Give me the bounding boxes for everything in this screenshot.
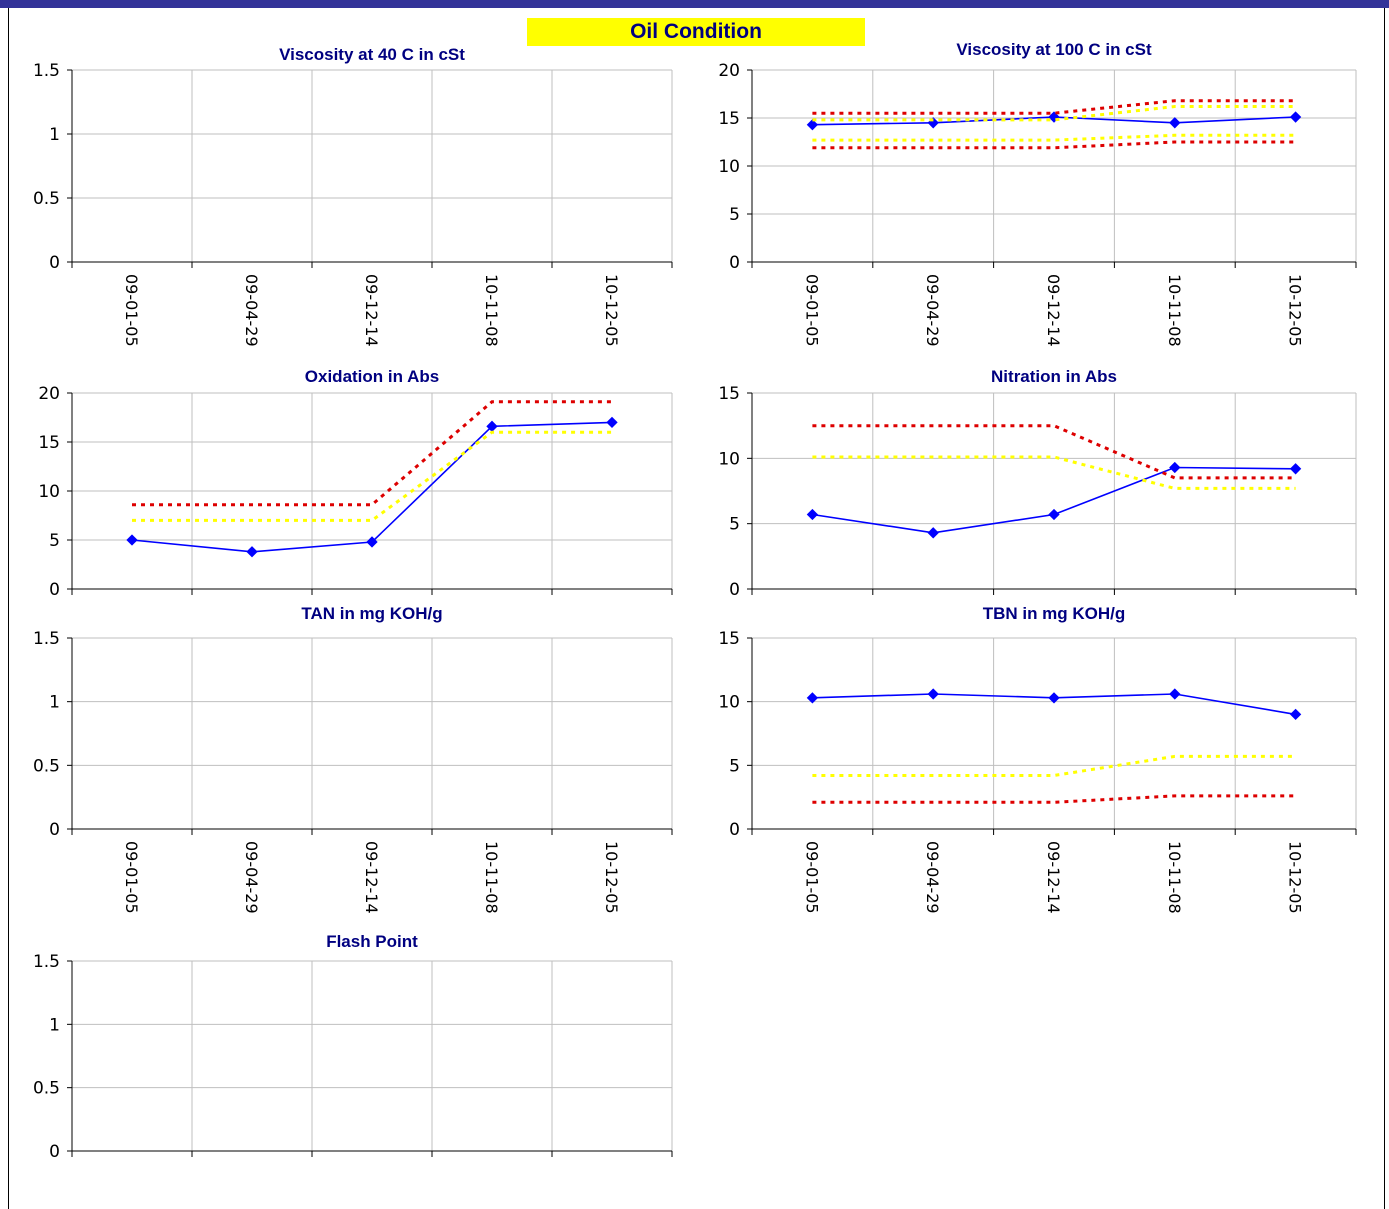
data-point-marker bbox=[1048, 508, 1060, 521]
y-tick-label: 1 bbox=[49, 1015, 60, 1035]
y-tick-label: 0.5 bbox=[33, 756, 60, 776]
series-yellow-limit-line bbox=[812, 455, 1296, 490]
chart-tan: TAN in mg KOH/g 0 0.5 1 1.5 09-01-05 09-04-29 0… bbox=[33, 604, 673, 914]
y-tick-label: 1.5 bbox=[33, 629, 60, 649]
x-tick-label: 10-12-05 bbox=[602, 841, 621, 914]
series-yellow-limit-line bbox=[812, 133, 1296, 142]
x-tick-label: 09-01-05 bbox=[802, 841, 821, 914]
data-point-marker bbox=[246, 546, 258, 558]
y-tick-label: 1.5 bbox=[33, 952, 60, 972]
y-tick-label: 1.5 bbox=[33, 61, 60, 81]
y-tick-label: 5 bbox=[729, 515, 740, 535]
chart-title: Viscosity at 40 C in cSt bbox=[279, 45, 465, 64]
y-tick-label: 15 bbox=[718, 629, 740, 649]
y-tick-label: 15 bbox=[38, 433, 60, 453]
y-tick-label: 5 bbox=[49, 531, 60, 551]
x-tick-label: 09-12-14 bbox=[1044, 841, 1063, 914]
x-tick-label: 09-04-29 bbox=[923, 274, 942, 347]
data-point-marker bbox=[1289, 463, 1302, 475]
x-tick-label: 10-11-08 bbox=[1165, 274, 1184, 347]
data-point-marker bbox=[806, 692, 819, 704]
data-point-marker bbox=[1169, 688, 1181, 700]
chart-title: TBN in mg KOH/g bbox=[983, 604, 1126, 623]
header-bar bbox=[0, 0, 1389, 8]
x-tick-label: 10-12-05 bbox=[1286, 841, 1305, 914]
y-tick-label: 10 bbox=[718, 693, 740, 713]
chart-title: Flash Point bbox=[326, 932, 418, 951]
x-tick-label: 09-12-14 bbox=[362, 274, 381, 347]
chart-title: Nitration in Abs bbox=[991, 367, 1117, 386]
y-tick-label: 0 bbox=[49, 1142, 60, 1162]
series-red-limit-line bbox=[812, 794, 1296, 804]
x-tick-label: 09-01-05 bbox=[802, 274, 821, 347]
data-point-marker bbox=[927, 527, 939, 539]
x-tick-label: 09-12-14 bbox=[362, 841, 381, 914]
data-point-marker bbox=[126, 534, 138, 546]
y-tick-label: 0 bbox=[49, 253, 60, 273]
y-tick-label: 0 bbox=[49, 580, 60, 600]
chart-title: TAN in mg KOH/g bbox=[301, 604, 442, 623]
data-point-marker bbox=[1289, 111, 1302, 123]
series-red-limit-line bbox=[812, 99, 1296, 115]
series-red-limit-line bbox=[812, 424, 1296, 480]
page-frame bbox=[8, 8, 1385, 1209]
y-tick-label: 20 bbox=[38, 384, 60, 404]
data-point-marker bbox=[366, 536, 378, 548]
y-tick-label: 0 bbox=[729, 820, 740, 840]
y-tick-label: 0 bbox=[729, 253, 740, 273]
series-measured-line bbox=[812, 466, 1296, 534]
x-tick-label: 10-11-08 bbox=[482, 274, 501, 347]
data-point-marker bbox=[927, 688, 939, 700]
data-point-marker bbox=[606, 416, 618, 429]
y-tick-label: 0.5 bbox=[33, 189, 60, 209]
data-point-marker bbox=[486, 420, 498, 432]
y-tick-label: 5 bbox=[729, 205, 740, 225]
series-yellow-limit-line bbox=[132, 430, 612, 522]
series-red-limit-line bbox=[812, 140, 1296, 150]
y-tick-label: 1 bbox=[49, 125, 60, 145]
y-tick-label: 0.5 bbox=[33, 1079, 60, 1099]
chart-title: Viscosity at 100 C in cSt bbox=[956, 40, 1152, 59]
chart-visc40: Viscosity at 40 C in cSt 0 0.5 1 1.5 09-01-05… bbox=[33, 45, 673, 347]
series-red-limit-line bbox=[132, 400, 612, 507]
data-point-marker bbox=[1289, 708, 1302, 721]
chart-title: Oxidation in Abs bbox=[305, 367, 439, 386]
x-tick-label: 10-12-05 bbox=[1286, 274, 1305, 347]
y-tick-label: 5 bbox=[729, 756, 740, 776]
y-tick-label: 10 bbox=[38, 482, 60, 502]
chart-visc100: Viscosity at 100 C in cSt 0 5 10 15 20 09-01-0… bbox=[718, 40, 1357, 347]
x-tick-label: 09-12-14 bbox=[1044, 274, 1063, 347]
x-tick-label: 09-01-05 bbox=[122, 274, 141, 347]
y-tick-label: 1 bbox=[49, 693, 60, 713]
data-point-marker bbox=[1048, 692, 1060, 704]
y-tick-label: 0 bbox=[49, 820, 60, 840]
y-tick-label: 15 bbox=[718, 384, 740, 404]
series-yellow-limit-line bbox=[812, 754, 1296, 777]
chart-nitration: Nitration in Abs 0 5 10 15 bbox=[718, 367, 1357, 600]
x-tick-label: 09-04-29 bbox=[242, 841, 261, 914]
x-tick-label: 10-11-08 bbox=[1165, 841, 1184, 914]
x-tick-label: 09-04-29 bbox=[242, 274, 261, 347]
chart-tbn: TBN in mg KOH/g 0 5 10 15 09-01-05 09-04-29 09-… bbox=[718, 604, 1357, 914]
x-tick-label: 09-01-05 bbox=[122, 841, 141, 914]
x-tick-label: 09-04-29 bbox=[923, 841, 942, 914]
data-point-marker bbox=[1169, 461, 1181, 474]
x-tick-label: 10-12-05 bbox=[602, 274, 621, 347]
y-tick-label: 15 bbox=[718, 109, 740, 129]
chart-oxidation: Oxidation in Abs 0 5 10 15 20 bbox=[38, 367, 673, 600]
y-tick-label: 0 bbox=[729, 580, 740, 600]
data-point-marker bbox=[1169, 117, 1181, 129]
y-tick-label: 20 bbox=[718, 61, 740, 81]
y-tick-label: 10 bbox=[718, 449, 740, 469]
page-title: Oil Condition bbox=[527, 18, 865, 46]
y-tick-label: 10 bbox=[718, 157, 740, 177]
chart-flash: Flash Point 0 0.5 1 1.5 bbox=[33, 932, 673, 1162]
x-tick-label: 10-11-08 bbox=[482, 841, 501, 914]
data-point-marker bbox=[806, 508, 819, 521]
